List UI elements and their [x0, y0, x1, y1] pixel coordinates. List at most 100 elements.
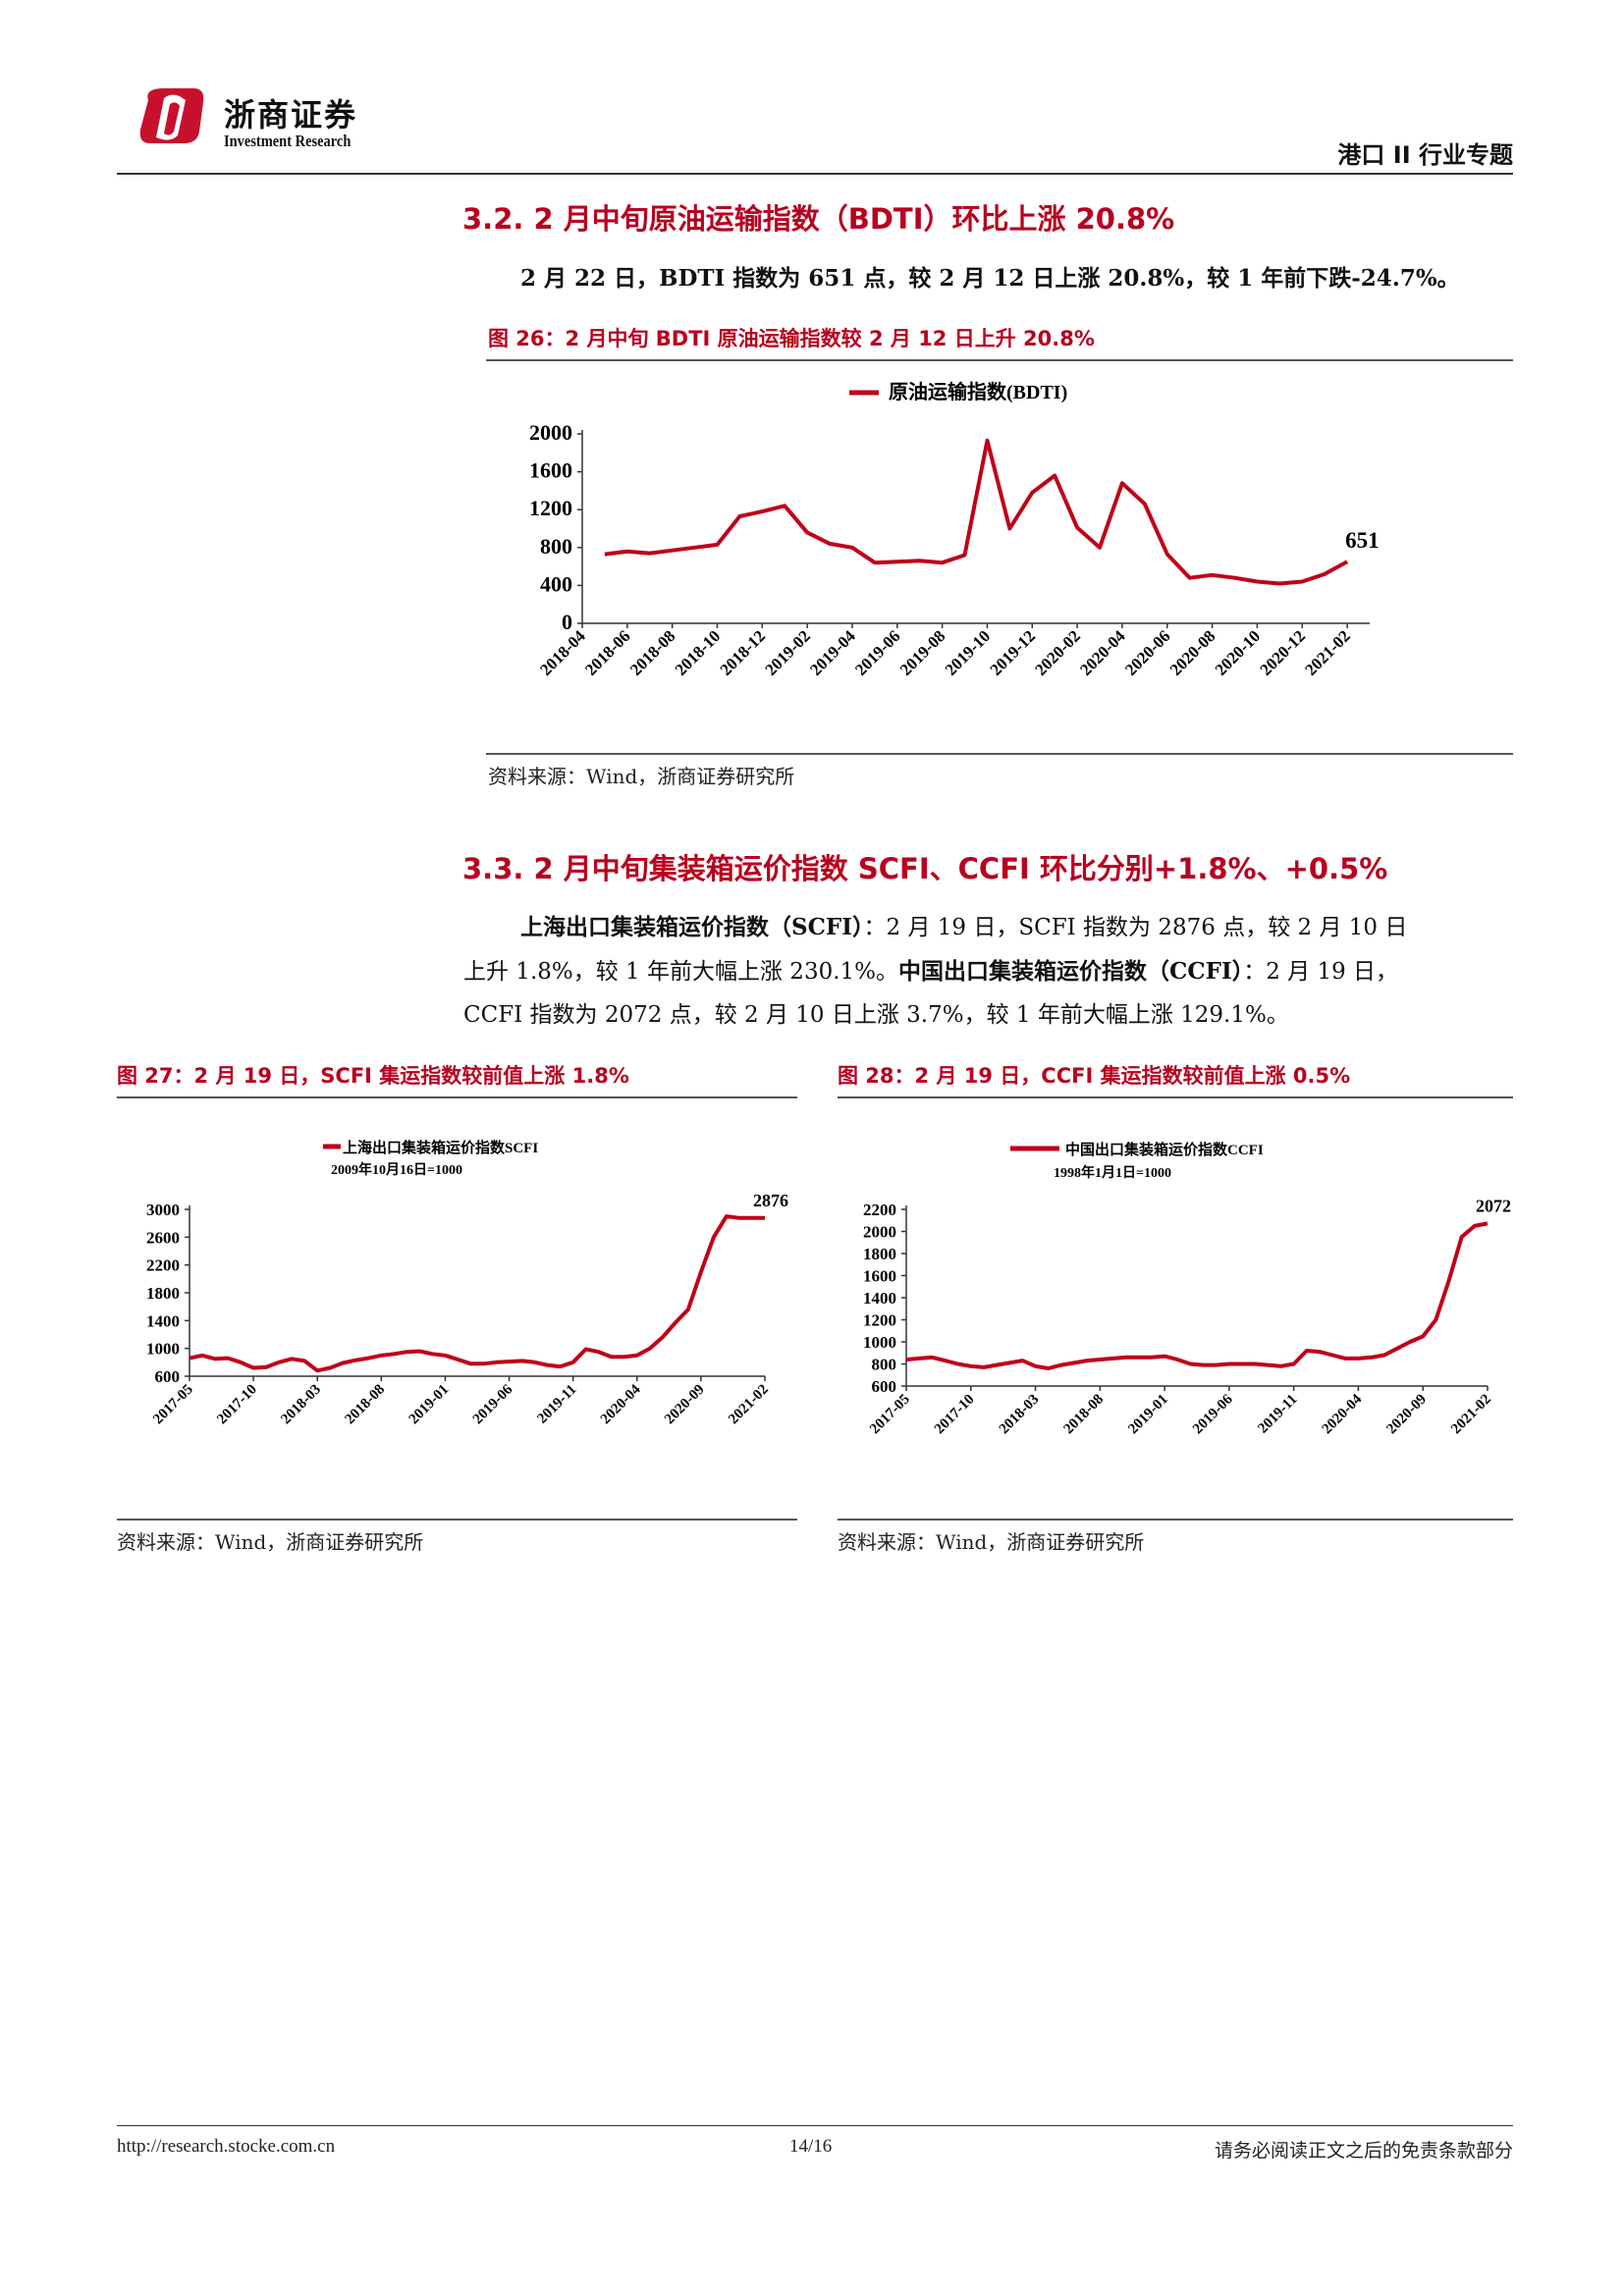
paragraph-line-2-text: 上升 1.8%，较 1 年前大幅上涨 230.1%。 [463, 959, 898, 985]
paragraph-line-1-text: ：2 月 19 日，SCFI 指数为 2876 点，较 2 月 10 日 [864, 915, 1408, 940]
series-line [189, 1216, 765, 1370]
x-tick-label: 2019-10 [942, 626, 995, 679]
legend-note: 1998年1月1日=1000 [1054, 1164, 1171, 1181]
x-tick-label: 2019-06 [851, 626, 904, 679]
y-tick-label: 1400 [146, 1311, 180, 1330]
y-tick-label: 2000 [863, 1223, 896, 1242]
y-tick-label: 2200 [146, 1256, 180, 1275]
figure-26-source: 资料来源：Wind，浙商证券研究所 [488, 761, 794, 789]
end-value-label: 2876 [753, 1191, 788, 1210]
section-title-3-2: 3.2. 2 月中旬原油运输指数（BDTI）环比上涨 20.8% [462, 196, 1174, 238]
brand-name: 浙商证券 [224, 90, 357, 135]
x-tick-label: 2017-05 [867, 1392, 913, 1438]
y-tick-label: 2000 [529, 420, 572, 445]
figure-27-top-rule [117, 1096, 797, 1098]
series-line [605, 441, 1347, 584]
x-tick-label: 2020-04 [1320, 1391, 1366, 1437]
document-type: 港口 II 行业专题 [1337, 135, 1513, 170]
x-tick-label: 2018-08 [342, 1382, 388, 1428]
figure-26-bottom-rule [486, 753, 1513, 755]
x-tick-label: 2018-03 [278, 1382, 324, 1428]
x-tick-label: 2020-09 [1383, 1392, 1430, 1438]
y-tick-label: 2200 [863, 1201, 896, 1219]
x-tick-label: 2021-02 [1448, 1392, 1494, 1438]
x-tick-label: 2019-11 [534, 1382, 579, 1427]
header-rule [117, 173, 1513, 175]
series-line [906, 1223, 1488, 1368]
x-tick-label: 2018-08 [1060, 1392, 1107, 1438]
y-tick-label: 1800 [146, 1284, 180, 1303]
x-tick-label: 2020-04 [598, 1381, 644, 1427]
end-value-label: 2072 [1476, 1196, 1511, 1215]
figure-28-bottom-rule [838, 1519, 1513, 1521]
scfi-term: 上海出口集装箱运价指数（SCFI） [520, 914, 864, 940]
x-tick-label: 2021-02 [726, 1382, 772, 1428]
x-tick-label: 2020-12 [1257, 626, 1310, 679]
y-tick-label: 400 [540, 571, 572, 596]
x-tick-label: 2018-04 [536, 626, 589, 679]
x-tick-label: 2019-12 [987, 626, 1040, 679]
y-tick-label: 800 [872, 1356, 897, 1374]
y-tick-label: 1200 [863, 1311, 896, 1330]
figure-27-bottom-rule [117, 1519, 797, 1521]
x-tick-label: 2018-03 [997, 1392, 1043, 1438]
paragraph-bdti: 2 月 22 日，BDTI 指数为 651 点，较 2 月 12 日上涨 20.… [520, 260, 1460, 297]
x-tick-label: 2019-11 [1255, 1392, 1300, 1437]
brand-subtitle: Investment Research [224, 132, 351, 151]
legend-label: 上海出口集装箱运价指数SCFI [343, 1139, 538, 1156]
y-tick-label: 600 [155, 1367, 181, 1386]
x-tick-label: 2018-08 [626, 626, 679, 679]
x-tick-label: 2020-09 [662, 1382, 708, 1428]
y-tick-label: 1400 [863, 1289, 896, 1308]
legend-note: 2009年10月16日=1000 [331, 1161, 462, 1178]
x-tick-label: 2019-01 [1125, 1392, 1171, 1438]
x-tick-label: 2017-10 [932, 1392, 978, 1438]
section-title-3-3: 3.3. 2 月中旬集装箱运价指数 SCFI、CCFI 环比分别+1.8%、+0… [462, 846, 1387, 887]
end-value-label: 651 [1345, 528, 1380, 553]
x-tick-label: 2018-06 [581, 626, 634, 679]
x-tick-label: 2019-02 [761, 626, 814, 679]
y-tick-label: 800 [540, 534, 572, 559]
y-tick-label: 1000 [146, 1340, 180, 1359]
y-tick-label: 1600 [863, 1267, 896, 1286]
y-tick-label: 1200 [529, 496, 572, 520]
y-tick-label: 1600 [529, 458, 572, 483]
x-tick-label: 2020-06 [1121, 626, 1174, 679]
x-tick-label: 2021-02 [1301, 626, 1354, 679]
x-tick-label: 2020-04 [1076, 626, 1129, 679]
figure-28-top-rule [838, 1096, 1513, 1098]
legend-label: 中国出口集装箱运价指数CCFI [1065, 1141, 1264, 1158]
footer-disclaimer: 请务必阅读正文之后的免责条款部分 [1215, 2136, 1513, 2163]
x-tick-label: 2020-10 [1212, 626, 1265, 679]
y-tick-label: 3000 [146, 1201, 180, 1219]
y-tick-label: 1000 [863, 1333, 896, 1352]
x-tick-label: 2017-05 [150, 1382, 196, 1428]
figure-27-source: 资料来源：Wind，浙商证券研究所 [117, 1526, 423, 1555]
bdti-chart: 原油运输指数(BDTI)04008001200160020002018-0420… [486, 373, 1513, 746]
y-tick-label: 1800 [863, 1245, 896, 1263]
ccfi-term: 中国出口集装箱运价指数（CCFI） [898, 958, 1243, 985]
y-tick-label: 2600 [146, 1228, 180, 1247]
logo-icon [135, 80, 213, 151]
x-tick-label: 2018-10 [672, 626, 725, 679]
paragraph-line-2: 上升 1.8%，较 1 年前大幅上涨 230.1%。中国出口集装箱运价指数（CC… [463, 953, 1398, 990]
x-tick-label: 2018-12 [717, 626, 770, 679]
figure-28-source: 资料来源：Wind，浙商证券研究所 [838, 1526, 1144, 1555]
figure-27-caption: 图 27：2 月 19 日，SCFI 集运指数较前值上涨 1.8% [117, 1060, 629, 1090]
legend-label: 原油运输指数(BDTI) [889, 380, 1067, 403]
x-tick-label: 2017-10 [214, 1382, 260, 1428]
footer-rule [117, 2125, 1513, 2126]
paragraph-line-3: CCFI 指数为 2072 点，较 2 月 10 日上涨 3.7%，较 1 年前… [463, 996, 1289, 1034]
x-tick-label: 2019-08 [896, 626, 949, 679]
page-number: 14/16 [789, 2136, 832, 2158]
x-tick-label: 2019-06 [470, 1381, 516, 1427]
ccfi-chart: 中国出口集装箱运价指数CCFI 1998年1月1日=1000 600 800 1000 1… [838, 1129, 1513, 1463]
x-tick-label: 2019-01 [406, 1382, 453, 1428]
figure-26-caption: 图 26：2 月中旬 BDTI 原油运输指数较 2 月 12 日上升 20.8% [488, 323, 1095, 352]
x-tick-label: 2020-02 [1031, 626, 1084, 679]
x-tick-label: 2019-04 [806, 626, 859, 679]
figure-26-top-rule [486, 359, 1513, 361]
footer-url[interactable]: http://research.stocke.com.cn [117, 2136, 335, 2158]
paragraph-line-2-tail: ：2 月 19 日， [1243, 959, 1398, 985]
x-tick-label: 2020-08 [1166, 626, 1219, 679]
